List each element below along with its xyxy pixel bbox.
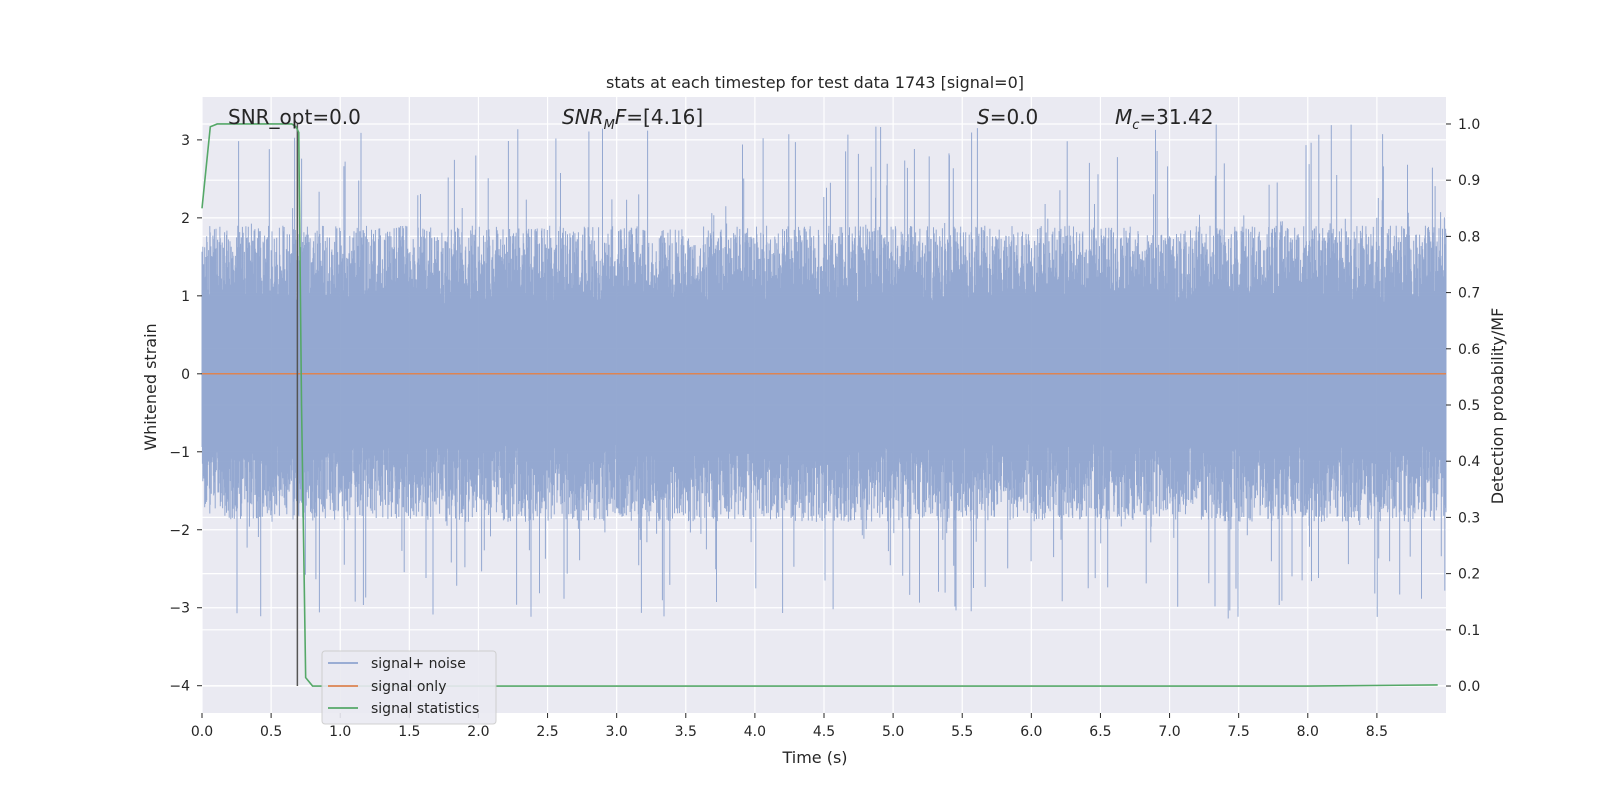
y-right-tick-label: 1.0 bbox=[1458, 117, 1480, 133]
y-right-axis-title: Detection probability/MF bbox=[1488, 308, 1507, 505]
series-lines bbox=[201, 123, 1446, 687]
x-tick-label: 2.0 bbox=[467, 724, 489, 740]
legend-label-signal-only: signal only bbox=[371, 679, 446, 695]
x-tick-label: 0.0 bbox=[191, 724, 213, 740]
legend-label-signal-noise: signal+ noise bbox=[371, 656, 466, 672]
y-right-tick-label: 0.3 bbox=[1458, 510, 1480, 526]
x-tick-label: 3.0 bbox=[606, 724, 628, 740]
x-tick-label: 6.5 bbox=[1089, 724, 1111, 740]
x-axis-title: Time (s) bbox=[781, 748, 847, 767]
y-right-tick-label: 0.6 bbox=[1458, 342, 1480, 358]
y-tick-label: 3 bbox=[181, 133, 190, 149]
x-tick-label: 1.0 bbox=[329, 724, 351, 740]
y-right-tick-label: 0.8 bbox=[1458, 229, 1480, 245]
x-tick-label: 8.0 bbox=[1297, 724, 1319, 740]
x-tick-label: 1.5 bbox=[398, 724, 420, 740]
x-tick-label: 4.5 bbox=[813, 724, 835, 740]
y-tick-label: −1 bbox=[169, 445, 190, 461]
chart-title: stats at each timestep for test data 174… bbox=[606, 73, 1024, 92]
x-tick-label: 7.0 bbox=[1158, 724, 1180, 740]
y-axis-title: Whitened strain bbox=[141, 323, 160, 450]
annotation-snr-opt: SNR_opt=0.0 bbox=[228, 105, 361, 129]
y-right-tick-label: 0.0 bbox=[1458, 679, 1480, 695]
legend: signal+ noise signal only signal statist… bbox=[321, 650, 497, 725]
y-right-tick-label: 0.2 bbox=[1458, 567, 1480, 583]
y-right-tick-label: 0.1 bbox=[1458, 623, 1480, 639]
y-right-tick-label: 0.7 bbox=[1458, 286, 1480, 302]
y-axis-ticks: 3 2 1 0 −1 −2 −3 −4 bbox=[169, 133, 202, 695]
x-tick-label: 5.5 bbox=[951, 724, 973, 740]
x-tick-label: 4.0 bbox=[744, 724, 766, 740]
legend-box bbox=[321, 650, 497, 725]
legend-label-signal-statistics: signal statistics bbox=[371, 701, 479, 717]
annotation-mc: Mc=31.42 bbox=[1115, 105, 1213, 133]
y-right-tick-label: 0.4 bbox=[1458, 454, 1480, 470]
x-tick-label: 8.5 bbox=[1366, 724, 1388, 740]
y-tick-label: −2 bbox=[169, 523, 190, 539]
x-tick-label: 0.5 bbox=[260, 724, 282, 740]
y-right-axis-ticks: 1.0 0.9 0.8 0.7 0.6 0.5 0.4 0.3 0.2 0.1 0.0 bbox=[1446, 117, 1480, 695]
x-tick-label: 2.5 bbox=[536, 724, 558, 740]
y-tick-label: 1 bbox=[181, 289, 190, 305]
x-tick-label: 5.0 bbox=[882, 724, 904, 740]
y-right-tick-label: 0.9 bbox=[1458, 173, 1480, 189]
y-tick-label: −3 bbox=[169, 601, 190, 617]
y-tick-label: 0 bbox=[181, 367, 190, 383]
x-tick-label: 3.5 bbox=[675, 724, 697, 740]
annotation-snr-mf: SNRMF=[4.16] bbox=[562, 105, 703, 133]
y-right-tick-label: 0.5 bbox=[1458, 398, 1480, 414]
x-axis-ticks: 0.0 0.5 1.0 1.5 2.0 2.5 3.0 3.5 4.0 4.5 5.0 5.5 6.0 6… bbox=[191, 713, 1388, 740]
x-tick-label: 7.5 bbox=[1228, 724, 1250, 740]
x-tick-label: 6.0 bbox=[1020, 724, 1042, 740]
y-tick-label: −4 bbox=[169, 679, 190, 695]
signal-statistics-line bbox=[201, 123, 1438, 687]
annotation-s: S=0.0 bbox=[977, 105, 1038, 129]
y-tick-label: 2 bbox=[181, 211, 190, 227]
